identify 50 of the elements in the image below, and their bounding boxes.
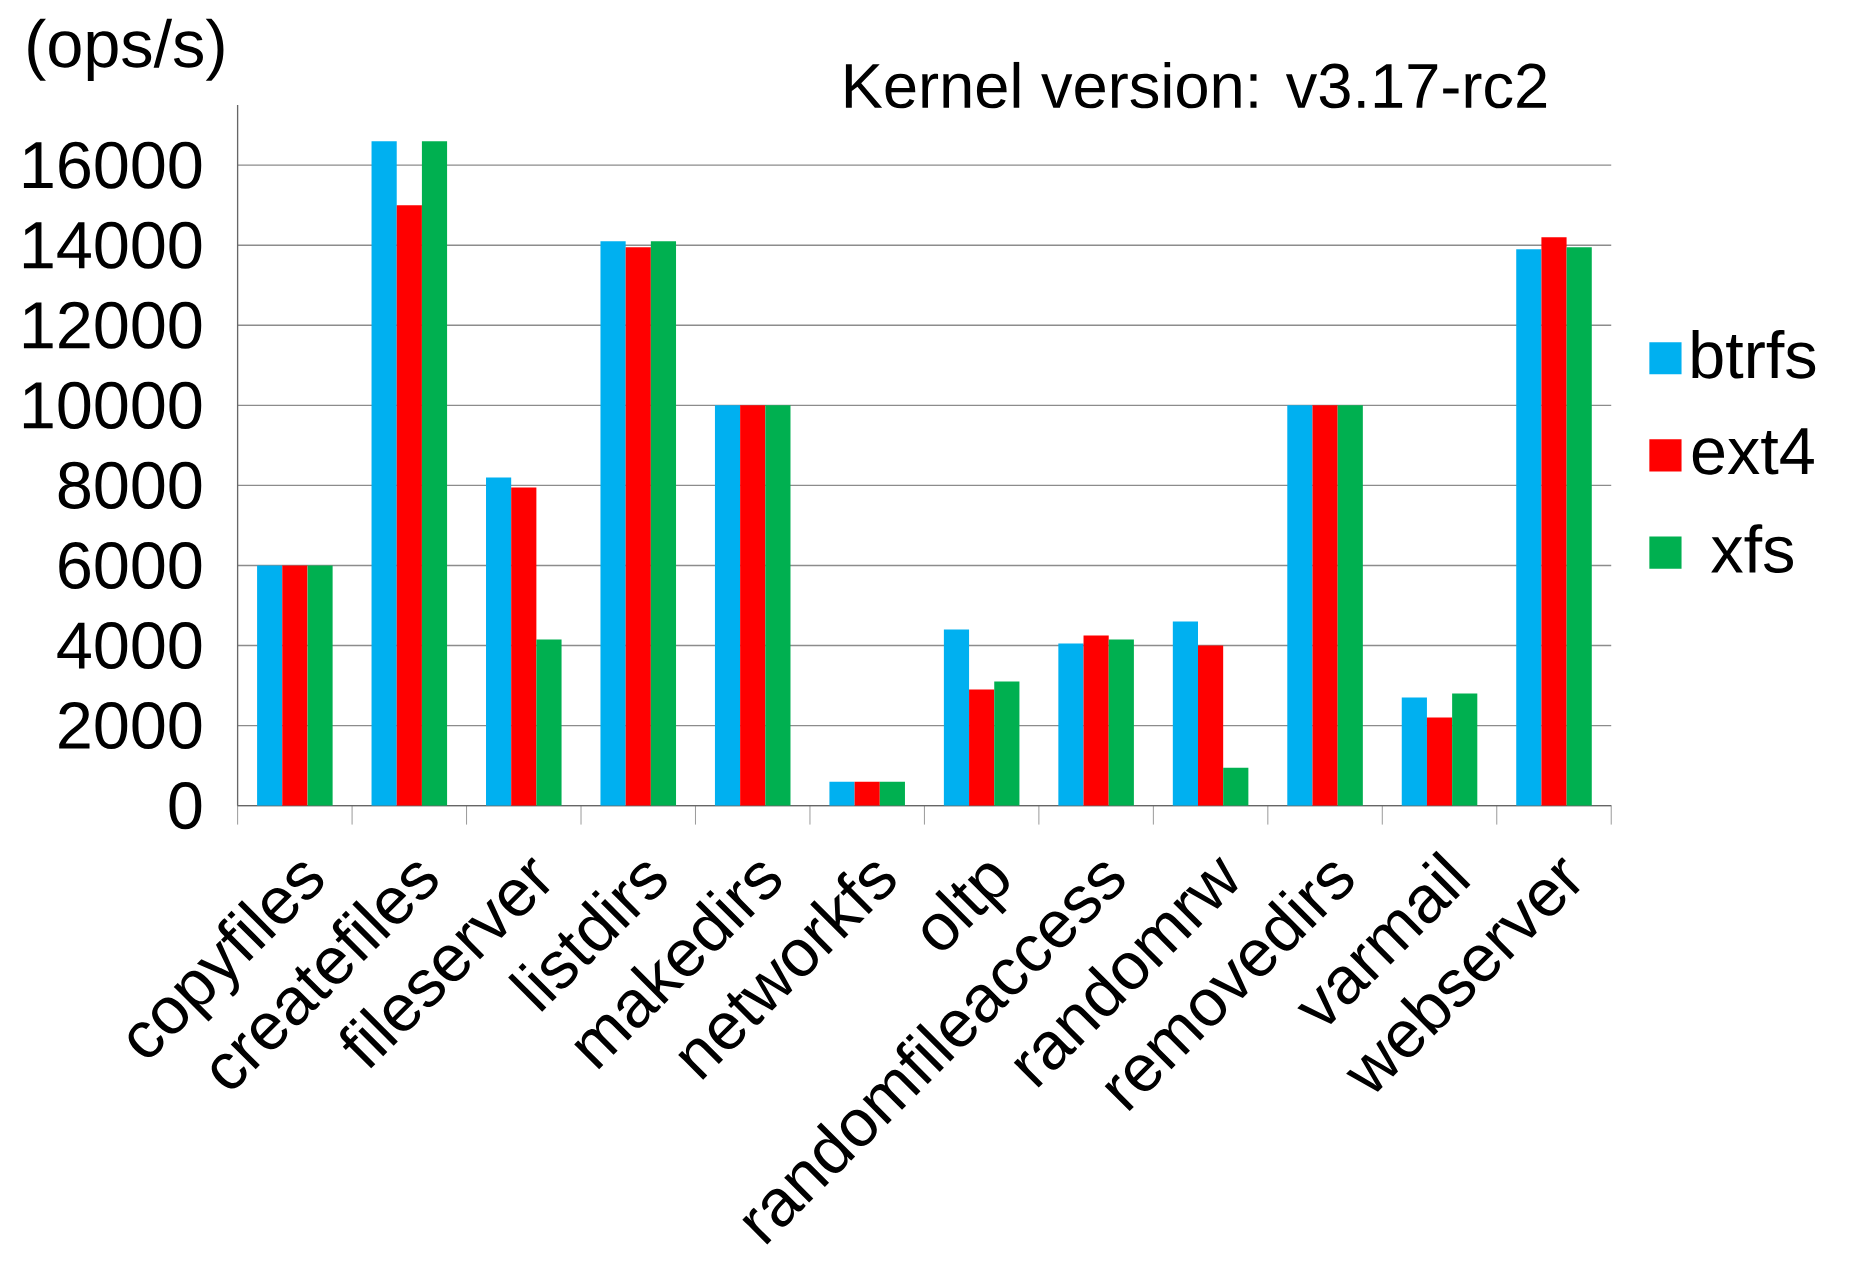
bar xyxy=(650,241,677,806)
legend-label: btrfs xyxy=(1692,329,1816,379)
bar xyxy=(511,487,537,806)
y-tick-label: 8000 xyxy=(58,461,202,510)
y-tick-label: 16000 xyxy=(23,141,202,189)
bar xyxy=(1287,405,1313,806)
bar xyxy=(943,629,970,806)
bar xyxy=(307,565,333,806)
y-axis-title: (ops/s) xyxy=(28,18,224,81)
legend-label: ext4 xyxy=(1692,428,1814,475)
y-tick-label: 0 xyxy=(169,782,202,830)
bar xyxy=(1426,717,1453,806)
bar xyxy=(396,205,422,806)
y-tick-label: 2000 xyxy=(59,702,202,750)
bar xyxy=(282,565,308,806)
bar xyxy=(765,405,791,806)
bar xyxy=(854,781,880,806)
bar xyxy=(969,689,995,806)
bar xyxy=(1541,237,1567,806)
bar xyxy=(536,639,562,806)
bar xyxy=(371,141,397,806)
bar xyxy=(1223,767,1249,806)
y-tick-label: 14000 xyxy=(23,221,202,269)
bar xyxy=(740,405,766,806)
legend-label: xfs xyxy=(1711,524,1793,574)
bar xyxy=(1516,249,1542,806)
bar xyxy=(421,141,448,806)
bar xyxy=(1172,621,1198,806)
y-tick-label: 10000 xyxy=(23,381,202,429)
bar xyxy=(257,565,283,806)
bar xyxy=(1058,643,1084,806)
bar xyxy=(879,781,905,806)
bar xyxy=(1401,697,1427,806)
y-tick-label: 12000 xyxy=(23,301,202,349)
bar xyxy=(486,477,512,806)
bar xyxy=(1198,645,1224,806)
bar xyxy=(1108,639,1134,806)
bar xyxy=(1337,405,1363,806)
chart-title: Kernel version: v3.17-rc2 xyxy=(845,62,1547,109)
bar xyxy=(1312,405,1338,806)
y-tick-label: 4000 xyxy=(57,622,202,670)
bar xyxy=(1083,635,1109,806)
bar xyxy=(625,247,651,806)
bar xyxy=(600,241,626,806)
bar xyxy=(994,681,1020,806)
y-tick-label: 6000 xyxy=(59,542,202,590)
bar xyxy=(714,405,741,806)
bar xyxy=(1566,247,1592,806)
bar xyxy=(1452,693,1478,806)
bar xyxy=(829,781,855,806)
